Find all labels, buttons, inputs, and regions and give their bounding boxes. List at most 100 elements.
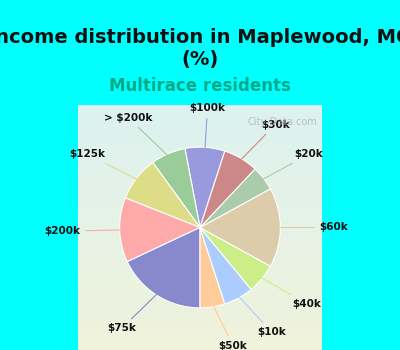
- Bar: [43, 92, 357, 95]
- Bar: [43, 345, 357, 348]
- Bar: [43, 122, 357, 125]
- Text: $100k: $100k: [190, 103, 226, 148]
- Bar: [43, 151, 357, 154]
- Bar: [43, 328, 357, 330]
- Bar: [43, 239, 357, 242]
- Bar: [43, 163, 357, 166]
- Text: > $200k: > $200k: [104, 113, 168, 155]
- Text: $20k: $20k: [263, 149, 323, 180]
- Wedge shape: [200, 228, 251, 304]
- Bar: [43, 160, 357, 163]
- Bar: [43, 316, 357, 318]
- Bar: [43, 113, 357, 116]
- Bar: [43, 181, 357, 183]
- Wedge shape: [200, 228, 225, 308]
- Bar: [43, 230, 357, 233]
- Bar: [43, 236, 357, 239]
- Bar: [43, 154, 357, 157]
- Bar: [43, 228, 357, 230]
- Bar: [43, 125, 357, 127]
- Bar: [43, 216, 357, 219]
- Bar: [43, 298, 357, 301]
- Bar: [43, 286, 357, 289]
- Wedge shape: [153, 148, 200, 228]
- Bar: [43, 348, 357, 350]
- Text: $75k: $75k: [107, 294, 157, 334]
- Bar: [43, 295, 357, 298]
- Bar: [43, 116, 357, 119]
- Wedge shape: [200, 189, 280, 266]
- Bar: [43, 318, 357, 322]
- Bar: [43, 292, 357, 295]
- Bar: [43, 245, 357, 248]
- Text: $40k: $40k: [261, 278, 321, 309]
- Text: $10k: $10k: [239, 296, 286, 337]
- Text: $50k: $50k: [213, 306, 248, 350]
- Bar: [43, 257, 357, 260]
- Text: Income distribution in Maplewood, MO
(%): Income distribution in Maplewood, MO (%): [0, 28, 400, 69]
- Bar: [43, 342, 357, 345]
- Bar: [43, 101, 357, 104]
- Bar: [43, 304, 357, 307]
- Wedge shape: [125, 162, 200, 228]
- Bar: [43, 195, 357, 198]
- Bar: [43, 201, 357, 204]
- Bar: [43, 95, 357, 98]
- Bar: [43, 198, 357, 201]
- Bar: [43, 324, 357, 328]
- Bar: [43, 145, 357, 148]
- Text: Multirace residents: Multirace residents: [109, 77, 291, 95]
- Bar: [43, 183, 357, 186]
- Bar: [43, 213, 357, 216]
- Bar: [43, 189, 357, 192]
- Bar: [43, 204, 357, 207]
- Bar: [43, 274, 357, 278]
- Bar: [43, 263, 357, 266]
- Bar: [43, 157, 357, 160]
- Bar: [43, 233, 357, 236]
- Text: $125k: $125k: [70, 149, 137, 180]
- Wedge shape: [127, 228, 200, 308]
- Bar: [43, 313, 357, 316]
- Bar: [43, 225, 357, 228]
- Bar: [43, 339, 357, 342]
- Bar: [43, 251, 357, 254]
- Text: $200k: $200k: [44, 226, 121, 236]
- Bar: [43, 86, 357, 89]
- Bar: [43, 175, 357, 177]
- Bar: [43, 210, 357, 213]
- Bar: [43, 136, 357, 139]
- Wedge shape: [200, 228, 270, 289]
- Bar: [43, 104, 357, 107]
- Bar: [43, 266, 357, 269]
- Bar: [43, 177, 357, 181]
- Bar: [43, 172, 357, 175]
- Bar: [43, 119, 357, 122]
- Wedge shape: [200, 169, 270, 228]
- Bar: [43, 278, 357, 280]
- Bar: [43, 169, 357, 172]
- Bar: [43, 207, 357, 210]
- Bar: [43, 284, 357, 286]
- Bar: [43, 127, 357, 131]
- Bar: [43, 301, 357, 304]
- Bar: [43, 307, 357, 310]
- Bar: [43, 89, 357, 92]
- Bar: [43, 80, 357, 83]
- Bar: [43, 254, 357, 257]
- Bar: [43, 272, 357, 274]
- Bar: [43, 192, 357, 195]
- Bar: [43, 148, 357, 151]
- Bar: [43, 219, 357, 222]
- Wedge shape: [200, 151, 255, 228]
- Bar: [43, 83, 357, 86]
- Bar: [43, 322, 357, 324]
- Bar: [43, 310, 357, 313]
- Text: $30k: $30k: [241, 120, 290, 160]
- Bar: [43, 133, 357, 136]
- Bar: [43, 269, 357, 272]
- Wedge shape: [185, 147, 225, 228]
- Bar: [43, 333, 357, 336]
- Wedge shape: [120, 198, 200, 262]
- Bar: [43, 242, 357, 245]
